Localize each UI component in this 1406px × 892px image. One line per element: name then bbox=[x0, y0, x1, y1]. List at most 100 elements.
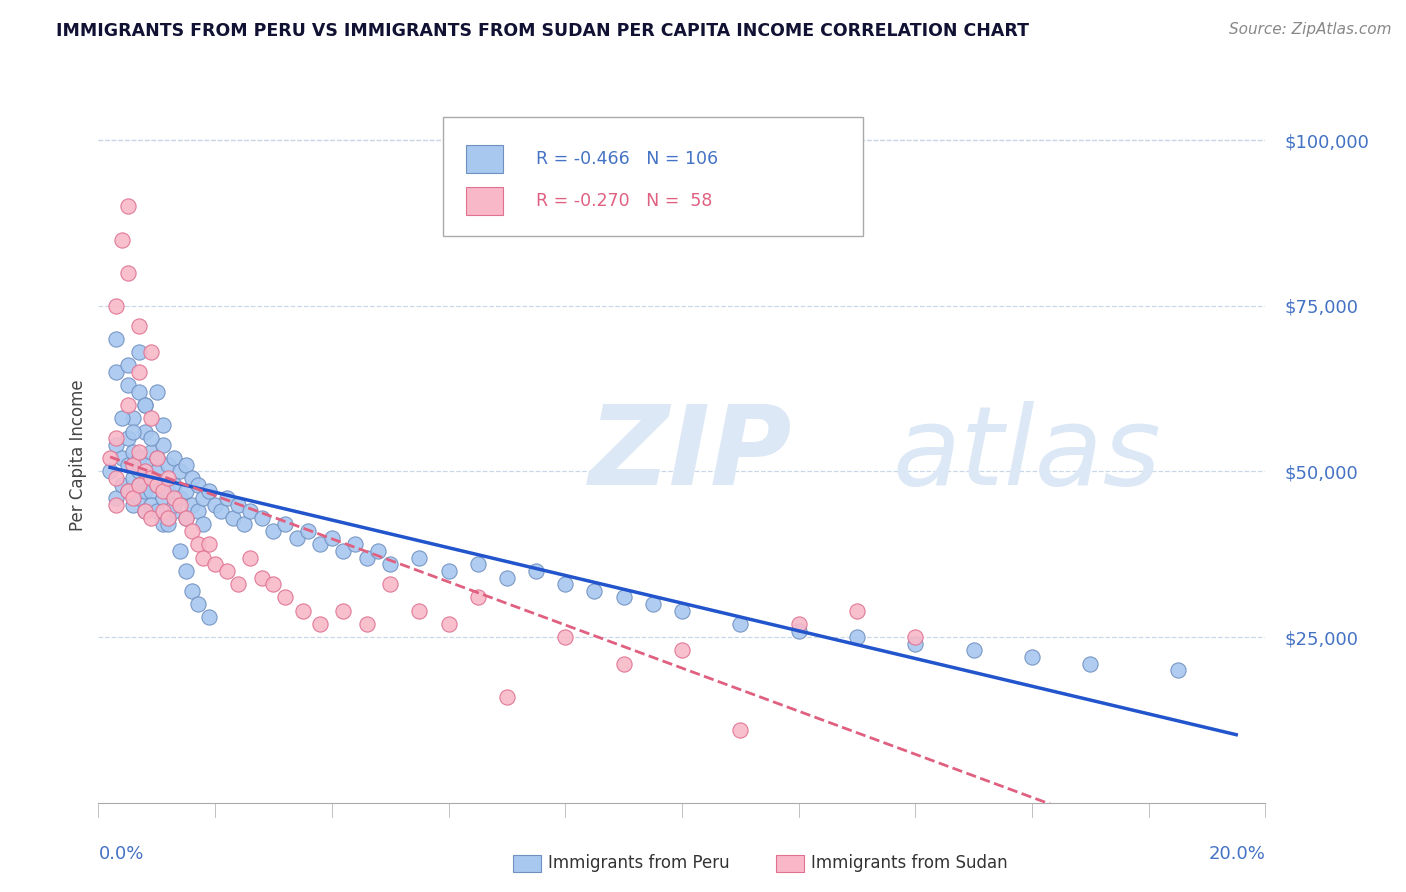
Point bbox=[845, 630, 868, 644]
Point bbox=[134, 504, 156, 518]
Point bbox=[122, 498, 145, 512]
Point bbox=[495, 570, 517, 584]
Point bbox=[174, 511, 197, 525]
Point bbox=[437, 616, 460, 631]
Point bbox=[228, 577, 250, 591]
Point bbox=[174, 564, 197, 578]
Point bbox=[408, 550, 430, 565]
Point bbox=[285, 531, 308, 545]
Point bbox=[111, 233, 134, 247]
Point bbox=[163, 477, 186, 491]
Point bbox=[117, 266, 139, 280]
Point bbox=[146, 504, 169, 518]
Point bbox=[344, 537, 367, 551]
Point bbox=[104, 498, 127, 512]
Point bbox=[117, 199, 139, 213]
Point bbox=[169, 498, 191, 512]
Point bbox=[671, 604, 693, 618]
Point bbox=[671, 643, 693, 657]
Point bbox=[139, 411, 162, 425]
Point bbox=[180, 498, 202, 512]
Point bbox=[180, 471, 202, 485]
Point bbox=[139, 471, 162, 485]
Point bbox=[152, 484, 174, 499]
Text: ZIP: ZIP bbox=[589, 401, 792, 508]
Point bbox=[104, 471, 127, 485]
Point bbox=[209, 504, 232, 518]
Point bbox=[215, 564, 238, 578]
Point bbox=[117, 484, 139, 499]
Point bbox=[128, 451, 150, 466]
Point bbox=[524, 564, 547, 578]
Point bbox=[174, 458, 197, 472]
Point bbox=[128, 477, 150, 491]
FancyBboxPatch shape bbox=[465, 145, 503, 173]
Point bbox=[128, 444, 150, 458]
Point bbox=[139, 431, 162, 445]
Point bbox=[139, 484, 162, 499]
Point bbox=[198, 537, 221, 551]
Point bbox=[845, 604, 868, 618]
Point bbox=[157, 484, 180, 499]
Point bbox=[378, 558, 402, 572]
Point bbox=[187, 504, 209, 518]
Point bbox=[1167, 663, 1189, 677]
Point bbox=[134, 398, 156, 412]
Point bbox=[1080, 657, 1102, 671]
Point bbox=[104, 365, 127, 379]
Text: Immigrants from Sudan: Immigrants from Sudan bbox=[811, 855, 1008, 872]
Point bbox=[139, 511, 162, 525]
Point bbox=[163, 451, 186, 466]
FancyBboxPatch shape bbox=[443, 118, 863, 235]
Point bbox=[1021, 650, 1043, 665]
Point bbox=[128, 318, 150, 333]
Point bbox=[437, 564, 460, 578]
Point bbox=[291, 604, 314, 618]
Point bbox=[554, 577, 576, 591]
Point bbox=[174, 511, 197, 525]
Point bbox=[169, 544, 191, 558]
Point bbox=[787, 616, 810, 631]
Point bbox=[146, 477, 169, 491]
Point bbox=[152, 418, 174, 433]
Point bbox=[157, 511, 180, 525]
Point bbox=[98, 451, 121, 466]
Point bbox=[104, 299, 127, 313]
Point bbox=[134, 458, 156, 472]
Point bbox=[146, 451, 169, 466]
Point bbox=[117, 458, 139, 472]
Point bbox=[134, 484, 156, 499]
Point bbox=[356, 616, 378, 631]
Point bbox=[239, 550, 262, 565]
Point bbox=[146, 477, 169, 491]
Point bbox=[250, 570, 273, 584]
Point bbox=[134, 465, 156, 479]
Point bbox=[134, 504, 156, 518]
Text: R = -0.466   N = 106: R = -0.466 N = 106 bbox=[536, 150, 718, 169]
Point bbox=[274, 517, 297, 532]
Text: 0.0%: 0.0% bbox=[98, 845, 143, 863]
Point bbox=[467, 591, 489, 605]
FancyBboxPatch shape bbox=[465, 187, 503, 215]
Point bbox=[495, 690, 517, 704]
Point bbox=[309, 537, 332, 551]
Point bbox=[187, 477, 209, 491]
Point bbox=[152, 504, 174, 518]
Point bbox=[612, 657, 634, 671]
Text: Immigrants from Peru: Immigrants from Peru bbox=[548, 855, 730, 872]
Point bbox=[356, 550, 378, 565]
Point bbox=[139, 498, 162, 512]
Point bbox=[117, 359, 139, 373]
Point bbox=[641, 597, 664, 611]
Point bbox=[904, 637, 927, 651]
Point bbox=[146, 451, 169, 466]
Point bbox=[157, 511, 180, 525]
Text: IMMIGRANTS FROM PERU VS IMMIGRANTS FROM SUDAN PER CAPITA INCOME CORRELATION CHAR: IMMIGRANTS FROM PERU VS IMMIGRANTS FROM … bbox=[56, 22, 1029, 40]
Point bbox=[728, 616, 751, 631]
Point bbox=[117, 398, 139, 412]
Point bbox=[554, 630, 576, 644]
Point bbox=[98, 465, 121, 479]
Point bbox=[122, 458, 145, 472]
Point bbox=[378, 577, 402, 591]
Point bbox=[787, 624, 810, 638]
